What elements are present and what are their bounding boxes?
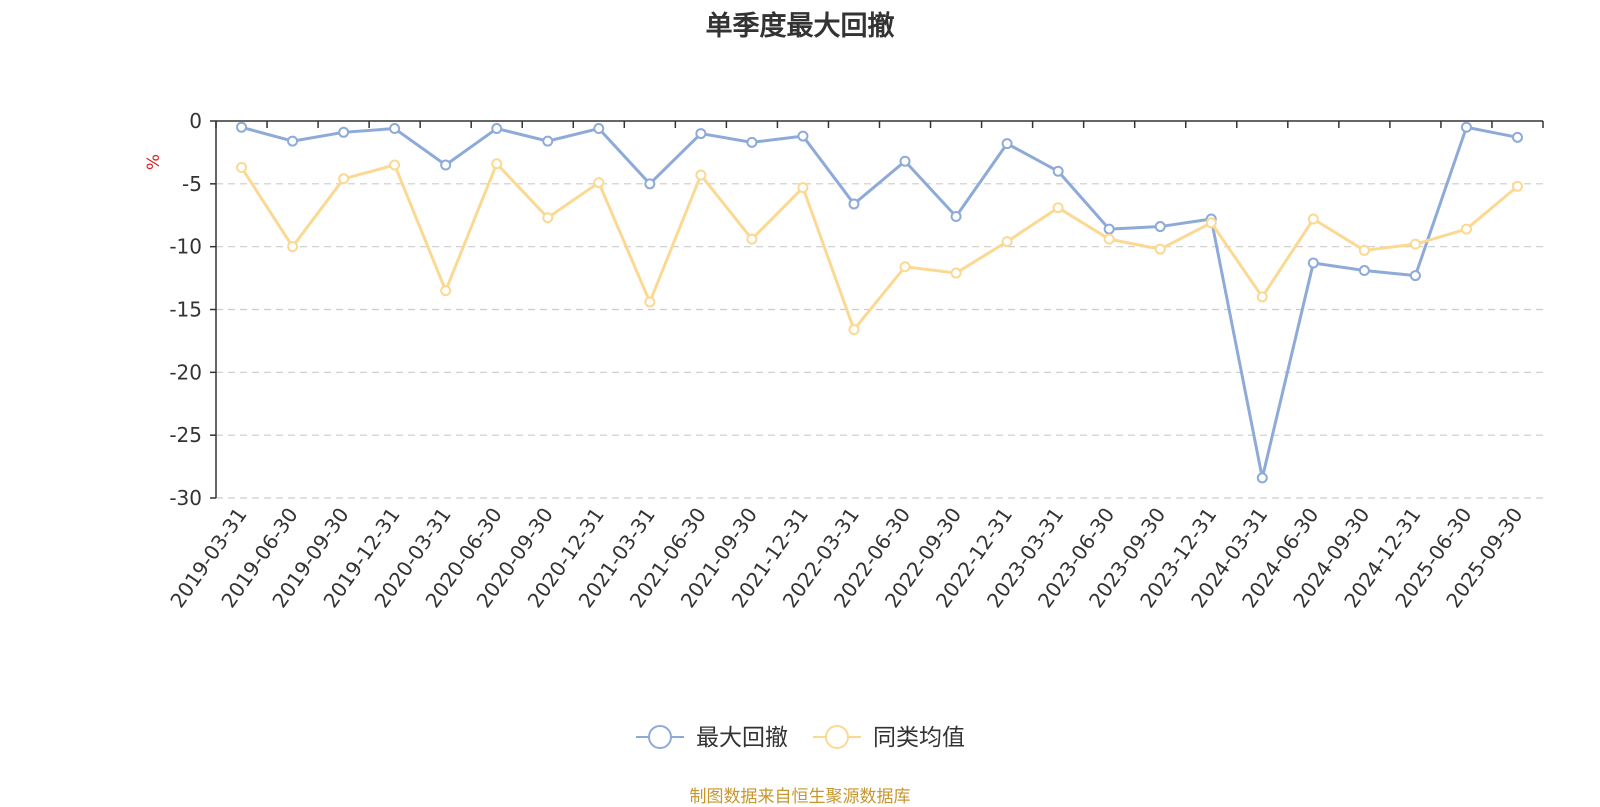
series-line-0 <box>241 125 1518 480</box>
y-tick-label-0: 0 <box>189 109 202 133</box>
series-1-point-1 <box>287 241 299 253</box>
series-1-point-0 <box>236 161 248 173</box>
series-1-point-2 <box>338 173 350 185</box>
series-0-point-0 <box>236 121 248 133</box>
series-1-point-24 <box>1460 223 1472 235</box>
series-0-point-9 <box>695 128 707 140</box>
legend-label-1: 同类均值 <box>873 725 965 751</box>
series-0-point-7 <box>593 123 605 135</box>
y-tick-label-6: -30 <box>169 486 202 510</box>
series-1-point-9 <box>695 169 707 181</box>
legend-label-0: 最大回撤 <box>696 725 788 751</box>
series-1-point-16 <box>1052 202 1064 214</box>
series-1-point-20 <box>1256 291 1268 303</box>
series-layer <box>236 121 1523 484</box>
source-note: 制图数据来自恒生聚源数据库 <box>689 787 911 807</box>
series-line-1 <box>240 162 1519 332</box>
series-0-point-3 <box>389 123 401 135</box>
y-tick-label-5: -25 <box>169 423 202 447</box>
y-tick-label-3: -15 <box>169 298 202 322</box>
series-0-point-25 <box>1511 131 1523 143</box>
series-1-point-22 <box>1358 244 1370 256</box>
series-0-point-4 <box>440 159 452 171</box>
series-1-point-5 <box>491 158 503 170</box>
series-1-point-23 <box>1409 238 1421 250</box>
series-0-point-11 <box>797 130 809 142</box>
series-1-point-21 <box>1307 213 1319 225</box>
series-0-point-8 <box>644 178 656 190</box>
series-1-point-8 <box>644 296 656 308</box>
series-1-point-14 <box>950 267 962 279</box>
series-1-point-6 <box>542 212 554 224</box>
series-0-point-18 <box>1154 221 1166 233</box>
series-0-point-17 <box>1103 223 1115 235</box>
series-1-point-4 <box>440 285 452 297</box>
y-axis-unit-label: % <box>144 154 164 170</box>
series-0-point-15 <box>1001 138 1013 150</box>
series-0-point-16 <box>1052 165 1064 177</box>
series-0-point-23 <box>1409 270 1421 282</box>
y-tick-label-2: -10 <box>169 235 202 259</box>
series-1-point-12 <box>848 324 860 336</box>
series-1-point-11 <box>797 182 809 194</box>
series-0-point-24 <box>1460 121 1472 133</box>
legend-item-0[interactable]: 最大回撤 <box>636 725 788 751</box>
series-1-point-3 <box>389 159 401 171</box>
series-1-point-15 <box>1001 236 1013 248</box>
chart-title: 单季度最大回撤 <box>705 11 895 42</box>
series-0-point-21 <box>1307 257 1319 269</box>
series-0-point-13 <box>899 155 911 167</box>
series-0-point-22 <box>1358 265 1370 277</box>
legend-marker-1 <box>825 725 849 749</box>
series-0-point-14 <box>950 211 962 223</box>
y-tick-label-1: -5 <box>182 172 202 196</box>
legend-marker-0 <box>648 725 672 749</box>
series-1-point-10 <box>746 233 758 245</box>
series-1-point-7 <box>593 177 605 189</box>
series-0-point-12 <box>848 198 860 210</box>
axis-layer: 0-5-10-15-20-25-30%2019-03-312019-06-302… <box>144 109 1544 612</box>
series-1-point-13 <box>899 261 911 273</box>
series-0-point-5 <box>491 123 503 135</box>
series-0-point-20 <box>1256 472 1268 484</box>
legend-item-1[interactable]: 同类均值 <box>813 725 965 751</box>
grid-layer <box>216 183 1543 499</box>
series-0-point-2 <box>338 126 350 138</box>
series-0-point-10 <box>746 136 758 148</box>
series-1-point-25 <box>1511 180 1523 192</box>
y-tick-label-4: -20 <box>169 360 202 384</box>
series-1-point-17 <box>1103 233 1115 245</box>
legend[interactable]: 最大回撤 同类均值 <box>636 725 965 751</box>
series-1-point-19 <box>1205 217 1217 229</box>
series-0-point-1 <box>287 135 299 147</box>
series-1-point-18 <box>1154 243 1166 255</box>
series-0-point-6 <box>542 135 554 147</box>
